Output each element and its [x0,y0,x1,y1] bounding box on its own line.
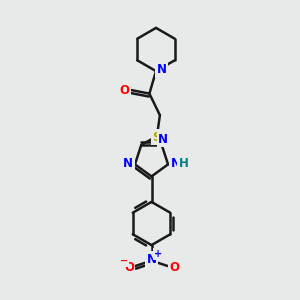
Text: N: N [170,157,181,170]
Text: O: O [169,261,179,274]
Text: +: + [154,249,162,259]
Text: N: N [156,63,167,76]
Text: S: S [152,131,160,144]
Text: −: − [119,256,128,266]
Text: H: H [179,157,189,170]
Text: O: O [124,261,134,274]
Text: O: O [119,83,129,97]
Text: N: N [146,253,157,266]
Text: N: N [123,157,134,170]
Text: N: N [158,133,168,146]
